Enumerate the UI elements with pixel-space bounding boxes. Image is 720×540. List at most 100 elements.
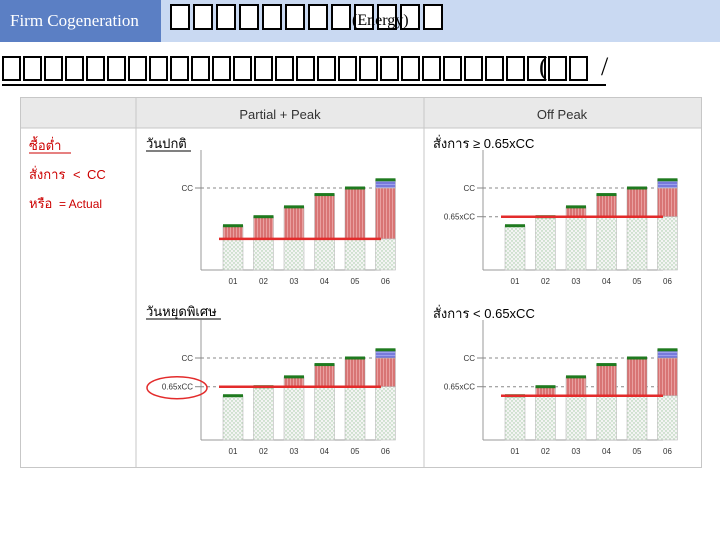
panel-2-x-label-06: 06 xyxy=(663,277,672,286)
cond-lt-label: สั่งการ < 0.65xCC xyxy=(433,305,535,321)
panel-1-bar-cap-01 xyxy=(223,224,243,228)
panel-4-bar-cap-04 xyxy=(596,363,617,367)
title-energy: (Energy) xyxy=(352,12,409,29)
panel-4-bar-cap-06 xyxy=(657,348,678,352)
panel-3-pct-label: 0.65xCC xyxy=(162,383,193,392)
title-placeholder-glyph xyxy=(170,4,190,30)
panel-1-bar-excess-02 xyxy=(253,216,274,240)
subtitle-placeholder-glyph xyxy=(254,56,273,81)
panel-1-bar-excess-05 xyxy=(344,187,366,240)
panel-4-bar-excess-03 xyxy=(565,376,587,397)
subtitle-placeholder-glyph xyxy=(527,56,546,81)
panel-3-bar-01 xyxy=(222,395,244,441)
panel-1-bar-excess-03 xyxy=(283,206,305,240)
panel-2-cc-label: CC xyxy=(463,184,475,193)
panel-4-x-label-03: 03 xyxy=(572,447,581,456)
panel-2-bar-02 xyxy=(535,216,556,271)
panel-3-bar-02 xyxy=(253,386,274,441)
panel-1-bar-02 xyxy=(253,238,274,271)
table-header-bg xyxy=(21,98,701,128)
title-placeholder-glyph xyxy=(193,4,213,30)
panel-3-bar-excess-04 xyxy=(314,364,335,387)
panel-2-bar-cap-06 xyxy=(657,178,678,182)
title-placeholder-glyph xyxy=(400,4,420,30)
subtitle-paren: ( xyxy=(539,52,548,81)
panel-2-x-label-01: 01 xyxy=(511,277,520,286)
panel-1-bar-01 xyxy=(222,238,244,271)
left-condition-sym: < xyxy=(73,167,81,182)
panel-1-bar-excess-06 xyxy=(375,187,396,240)
subtitle-underline xyxy=(2,84,606,86)
brand-tab: Firm Cogeneration xyxy=(0,0,161,42)
panel-2-bar-excess-06 xyxy=(657,187,678,218)
panel-2-x-label-04: 04 xyxy=(602,277,611,286)
cond-ge-label: สั่งการ ≥ 0.65xCC xyxy=(433,135,534,151)
panel-1-bar-03 xyxy=(283,238,305,271)
panel-2-bar-cap-03 xyxy=(566,205,586,209)
panel-3-bar-04 xyxy=(314,386,335,441)
panel-3-x-label-04: 04 xyxy=(320,447,329,456)
title-placeholder-glyph xyxy=(239,4,259,30)
subtitle-placeholder-glyph xyxy=(569,56,588,81)
panel-3-bar-cap-03 xyxy=(284,375,304,379)
panel-1-x-label-04: 04 xyxy=(320,277,329,286)
figure-svg: Partial + Peak Off Peak ซื้อต่ำ สั่งการ … xyxy=(21,98,701,467)
left-or-value: = Actual xyxy=(59,197,102,211)
panel-2-x-label-03: 03 xyxy=(572,277,581,286)
panel-3-x-label-01: 01 xyxy=(229,447,238,456)
panel-4-bar-04 xyxy=(596,395,617,441)
subtitle-placeholder-glyph xyxy=(338,56,357,81)
left-condition-value: CC xyxy=(87,167,106,182)
panel-3-x-label-05: 05 xyxy=(351,447,360,456)
panel-4-bar-cap-03 xyxy=(566,375,586,379)
figure-panel: Partial + Peak Off Peak ซื้อต่ำ สั่งการ … xyxy=(20,97,702,468)
panel-2-bar-04 xyxy=(596,216,617,271)
panel-4-bar-01 xyxy=(504,395,526,441)
panel-4-cc-label: CC xyxy=(463,354,475,363)
panel-3-bar-06 xyxy=(375,386,396,441)
panel-1-x-label-02: 02 xyxy=(259,277,268,286)
subtitle-placeholder-glyph xyxy=(317,56,336,81)
left-condition-prefix: สั่งการ xyxy=(29,166,65,182)
holiday-label: วันหยุดพิเศษ xyxy=(146,304,217,320)
subtitle-placeholder-glyph xyxy=(443,56,462,81)
subtitle-placeholder-glyph xyxy=(359,56,378,81)
subtitle-placeholder-glyph xyxy=(23,56,42,81)
panel-4-bar-excess-05 xyxy=(626,357,648,397)
left-or-prefix: หรือ xyxy=(29,196,52,211)
panel-1-cc-label: CC xyxy=(181,184,193,193)
panel-2-bar-cap-01 xyxy=(505,224,525,228)
subtitle-placeholder-glyph xyxy=(548,56,567,81)
panel-4-x-label-04: 04 xyxy=(602,447,611,456)
panel-1-bar-04 xyxy=(314,238,335,271)
subtitle-placeholder-glyph xyxy=(506,56,525,81)
subtitle-placeholder-glyph xyxy=(65,56,84,81)
panel-2-bar-cap-04 xyxy=(596,193,617,197)
col-partial-peak: Partial + Peak xyxy=(239,107,321,122)
subtitle-placeholder-glyph xyxy=(128,56,147,81)
panel-1-x-label-03: 03 xyxy=(290,277,299,286)
panel-4-bar-excess-04 xyxy=(596,364,617,397)
subtitle-slash: / xyxy=(601,52,609,81)
panel-1-bar-cap-06 xyxy=(375,178,396,182)
panel-1-bar-cap-02 xyxy=(253,215,274,219)
subtitle-placeholder-glyph xyxy=(212,56,231,81)
panel-3-x-label-06: 06 xyxy=(381,447,390,456)
title-placeholder-glyphs xyxy=(170,4,446,30)
panel-3-cc-label: CC xyxy=(181,354,193,363)
title-placeholder-glyph xyxy=(308,4,328,30)
panel-4-pct-label: 0.65xCC xyxy=(444,383,475,392)
panel-2-bar-06 xyxy=(657,216,678,271)
panel-2-bar-cap-05 xyxy=(627,186,647,190)
title-placeholder-glyph xyxy=(354,4,374,30)
panel-4-bar-cap-02 xyxy=(535,385,556,389)
title-placeholder-glyph xyxy=(285,4,305,30)
panel-1-x-label-06: 06 xyxy=(381,277,390,286)
panel-3-bar-05 xyxy=(344,386,366,441)
panel-3-bar-cap-01 xyxy=(223,394,243,398)
panel-1-bar-cap-05 xyxy=(345,186,365,190)
subtitle-placeholder-glyph xyxy=(401,56,420,81)
panel-4-bar-06 xyxy=(657,395,678,441)
panel-4-x-label-06: 06 xyxy=(663,447,672,456)
subtitle-placeholder-glyph xyxy=(86,56,105,81)
